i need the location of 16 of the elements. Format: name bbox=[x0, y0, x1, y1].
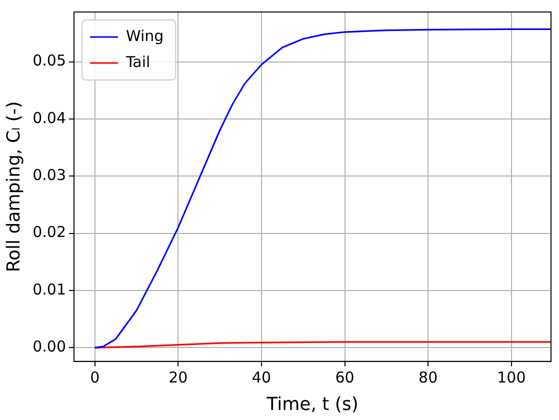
x-tick-label: 60 bbox=[335, 368, 354, 386]
legend-label: Wing bbox=[126, 26, 164, 45]
x-axis-title: Time, t (s) bbox=[266, 394, 358, 415]
y-tick-label: 0.05 bbox=[32, 52, 66, 70]
x-tick-label: 0 bbox=[90, 368, 100, 386]
y-axis-title: Roll damping, Cₗ (-) bbox=[3, 101, 24, 272]
y-tick-label: 0.01 bbox=[32, 280, 66, 298]
legend-label: Tail bbox=[125, 52, 150, 71]
x-tick-label: 80 bbox=[418, 368, 438, 386]
y-tick-label: 0.00 bbox=[32, 338, 66, 356]
x-tick-label: 100 bbox=[497, 368, 526, 386]
y-tick-label: 0.02 bbox=[32, 223, 66, 242]
x-tick-label: 20 bbox=[168, 368, 188, 386]
x-tick-label: 40 bbox=[252, 368, 272, 386]
y-tick-label: 0.04 bbox=[32, 108, 66, 127]
y-tick-label: 0.03 bbox=[32, 166, 66, 184]
